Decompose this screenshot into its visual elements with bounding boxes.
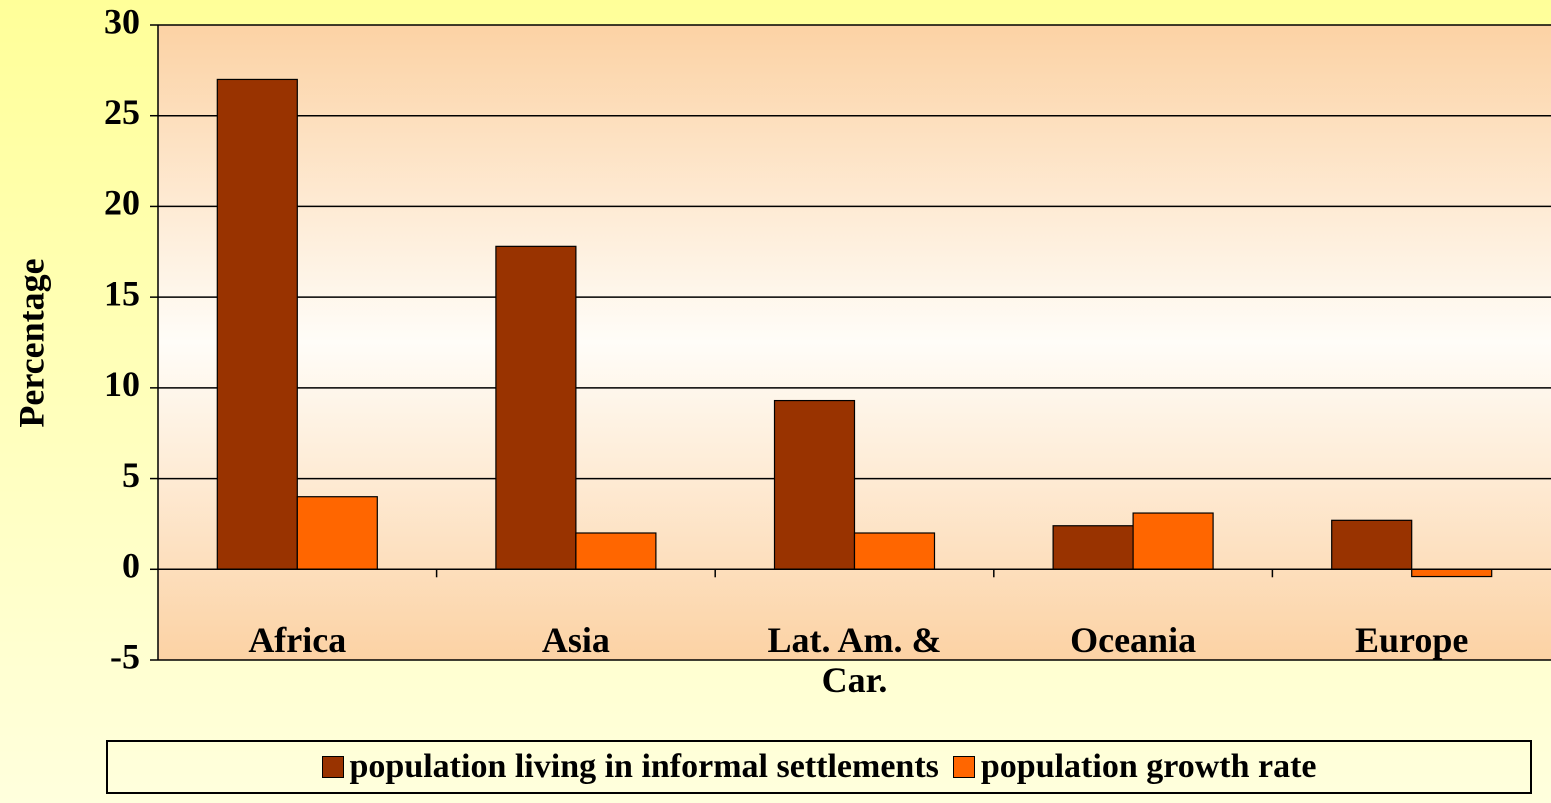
- y-tick-label: 30: [104, 1, 140, 41]
- y-tick-label: 5: [122, 455, 140, 495]
- bar: [575, 532, 657, 570]
- legend-item: population growth rate: [952, 748, 1317, 786]
- x-tick-label: Lat. Am. & Car.: [767, 620, 942, 700]
- bar: [1411, 568, 1493, 578]
- bar: [216, 78, 298, 570]
- x-tick-label: Europe: [1355, 620, 1469, 660]
- legend-label: population living in informal settlement…: [349, 748, 939, 785]
- y-axis-label: Percentage: [11, 258, 51, 427]
- y-tick-label: 20: [104, 183, 140, 223]
- bar: [1331, 519, 1413, 570]
- bar: [1052, 525, 1134, 570]
- x-tick-label: Asia: [541, 620, 610, 660]
- y-tick-label: -5: [110, 636, 140, 676]
- x-tick-label: Africa: [248, 620, 347, 660]
- bar: [853, 532, 936, 570]
- legend-label: population growth rate: [980, 748, 1317, 785]
- y-tick-label: 25: [104, 92, 140, 132]
- bar: [1132, 512, 1214, 570]
- y-tick-label: 0: [122, 546, 140, 586]
- legend-item: population living in informal settlement…: [321, 748, 939, 786]
- y-tick-label: 10: [104, 364, 140, 404]
- bar: [296, 496, 378, 570]
- bar: [773, 399, 856, 570]
- y-tick-label: 15: [104, 273, 140, 313]
- legend: population living in informal settlement…: [106, 740, 1532, 794]
- bar: [495, 245, 577, 570]
- legend-swatch: [321, 756, 344, 778]
- x-tick-label: Oceania: [1070, 620, 1197, 660]
- legend-swatch: [952, 756, 975, 778]
